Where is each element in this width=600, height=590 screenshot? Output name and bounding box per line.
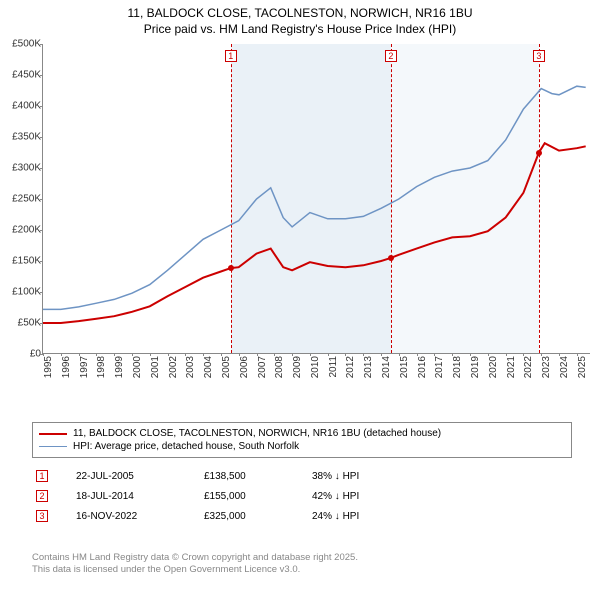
y-tick-label: £100K bbox=[1, 287, 41, 298]
x-tick-label: 2004 bbox=[203, 356, 214, 384]
events-table: 1 22-JUL-2005 £138,500 38% ↓ HPI 2 18-JUL-201… bbox=[32, 466, 572, 526]
x-tick-label: 2022 bbox=[523, 356, 534, 384]
y-tick-label: £350K bbox=[1, 132, 41, 143]
x-tick-label: 2005 bbox=[221, 356, 232, 384]
x-tick-label: 2015 bbox=[399, 356, 410, 384]
x-tick-label: 2003 bbox=[185, 356, 196, 384]
x-tick-label: 2023 bbox=[541, 356, 552, 384]
event-row: 2 18-JUL-2014 £155,000 42% ↓ HPI bbox=[32, 486, 572, 506]
event-price: £325,000 bbox=[204, 511, 284, 522]
sale-dot bbox=[228, 265, 234, 271]
legend: 11, BALDOCK CLOSE, TACOLNESTON, NORWICH,… bbox=[32, 422, 572, 458]
event-number-box: 2 bbox=[36, 490, 48, 502]
y-tick-label: £300K bbox=[1, 163, 41, 174]
x-tick-label: 2013 bbox=[363, 356, 374, 384]
x-tick-label: 2008 bbox=[274, 356, 285, 384]
series-hpi bbox=[43, 86, 586, 309]
x-tick-label: 2017 bbox=[434, 356, 445, 384]
y-tick-label: £250K bbox=[1, 194, 41, 205]
x-tick-label: 2010 bbox=[310, 356, 321, 384]
footnote: Contains HM Land Registry data © Crown c… bbox=[32, 552, 572, 577]
legend-label: 11, BALDOCK CLOSE, TACOLNESTON, NORWICH,… bbox=[73, 428, 441, 439]
x-tick-label: 1998 bbox=[96, 356, 107, 384]
event-row: 1 22-JUL-2005 £138,500 38% ↓ HPI bbox=[32, 466, 572, 486]
event-diff: 24% ↓ HPI bbox=[312, 511, 402, 522]
event-row: 3 16-NOV-2022 £325,000 24% ↓ HPI bbox=[32, 506, 572, 526]
event-diff: 38% ↓ HPI bbox=[312, 471, 402, 482]
x-tick-label: 2001 bbox=[150, 356, 161, 384]
sale-dot bbox=[388, 255, 394, 261]
x-tick-label: 2018 bbox=[452, 356, 463, 384]
x-tick-label: 2020 bbox=[488, 356, 499, 384]
footnote-line1: Contains HM Land Registry data © Crown c… bbox=[32, 552, 572, 564]
event-date: 16-NOV-2022 bbox=[76, 511, 176, 522]
footnote-line2: This data is licensed under the Open Gov… bbox=[32, 564, 572, 576]
legend-row: HPI: Average price, detached house, Sout… bbox=[39, 440, 565, 453]
x-tick-label: 2002 bbox=[168, 356, 179, 384]
event-price: £138,500 bbox=[204, 471, 284, 482]
y-tick-label: £50K bbox=[1, 318, 41, 329]
event-number-box: 3 bbox=[36, 510, 48, 522]
y-tick-label: £500K bbox=[1, 39, 41, 50]
x-tick-label: 2012 bbox=[345, 356, 356, 384]
x-tick-label: 2006 bbox=[239, 356, 250, 384]
x-tick-label: 2025 bbox=[577, 356, 588, 384]
legend-row: 11, BALDOCK CLOSE, TACOLNESTON, NORWICH,… bbox=[39, 427, 565, 440]
plot-region: £0£50K£100K£150K£200K£250K£300K£350K£400… bbox=[42, 44, 590, 354]
x-tick-label: 2009 bbox=[292, 356, 303, 384]
event-date: 22-JUL-2005 bbox=[76, 471, 176, 482]
x-tick-label: 2011 bbox=[328, 356, 339, 384]
y-tick-label: £200K bbox=[1, 225, 41, 236]
title-line1: 11, BALDOCK CLOSE, TACOLNESTON, NORWICH,… bbox=[0, 6, 600, 22]
legend-label: HPI: Average price, detached house, Sout… bbox=[73, 441, 299, 452]
x-tick-label: 1997 bbox=[79, 356, 90, 384]
event-date: 18-JUL-2014 bbox=[76, 491, 176, 502]
event-diff: 42% ↓ HPI bbox=[312, 491, 402, 502]
x-tick-label: 2016 bbox=[417, 356, 428, 384]
x-tick-label: 2014 bbox=[381, 356, 392, 384]
x-tick-label: 2000 bbox=[132, 356, 143, 384]
chart-title: 11, BALDOCK CLOSE, TACOLNESTON, NORWICH,… bbox=[0, 0, 600, 37]
sale-dot bbox=[536, 150, 542, 156]
x-tick-label: 2007 bbox=[257, 356, 268, 384]
x-tick-label: 1995 bbox=[43, 356, 54, 384]
event-number-box: 1 bbox=[36, 470, 48, 482]
x-tick-label: 2024 bbox=[559, 356, 570, 384]
chart-area: £0£50K£100K£150K£200K£250K£300K£350K£400… bbox=[42, 44, 590, 384]
x-tick-label: 1996 bbox=[61, 356, 72, 384]
legend-swatch bbox=[39, 446, 67, 448]
event-price: £155,000 bbox=[204, 491, 284, 502]
x-tick-label: 2019 bbox=[470, 356, 481, 384]
y-tick-label: £150K bbox=[1, 256, 41, 267]
legend-swatch bbox=[39, 433, 67, 435]
x-tick-label: 2021 bbox=[506, 356, 517, 384]
y-tick-label: £400K bbox=[1, 101, 41, 112]
series-svg bbox=[43, 44, 591, 354]
x-tick-label: 1999 bbox=[114, 356, 125, 384]
y-tick-label: £0 bbox=[1, 349, 41, 360]
title-line2: Price paid vs. HM Land Registry's House … bbox=[0, 22, 600, 38]
y-tick-label: £450K bbox=[1, 70, 41, 81]
